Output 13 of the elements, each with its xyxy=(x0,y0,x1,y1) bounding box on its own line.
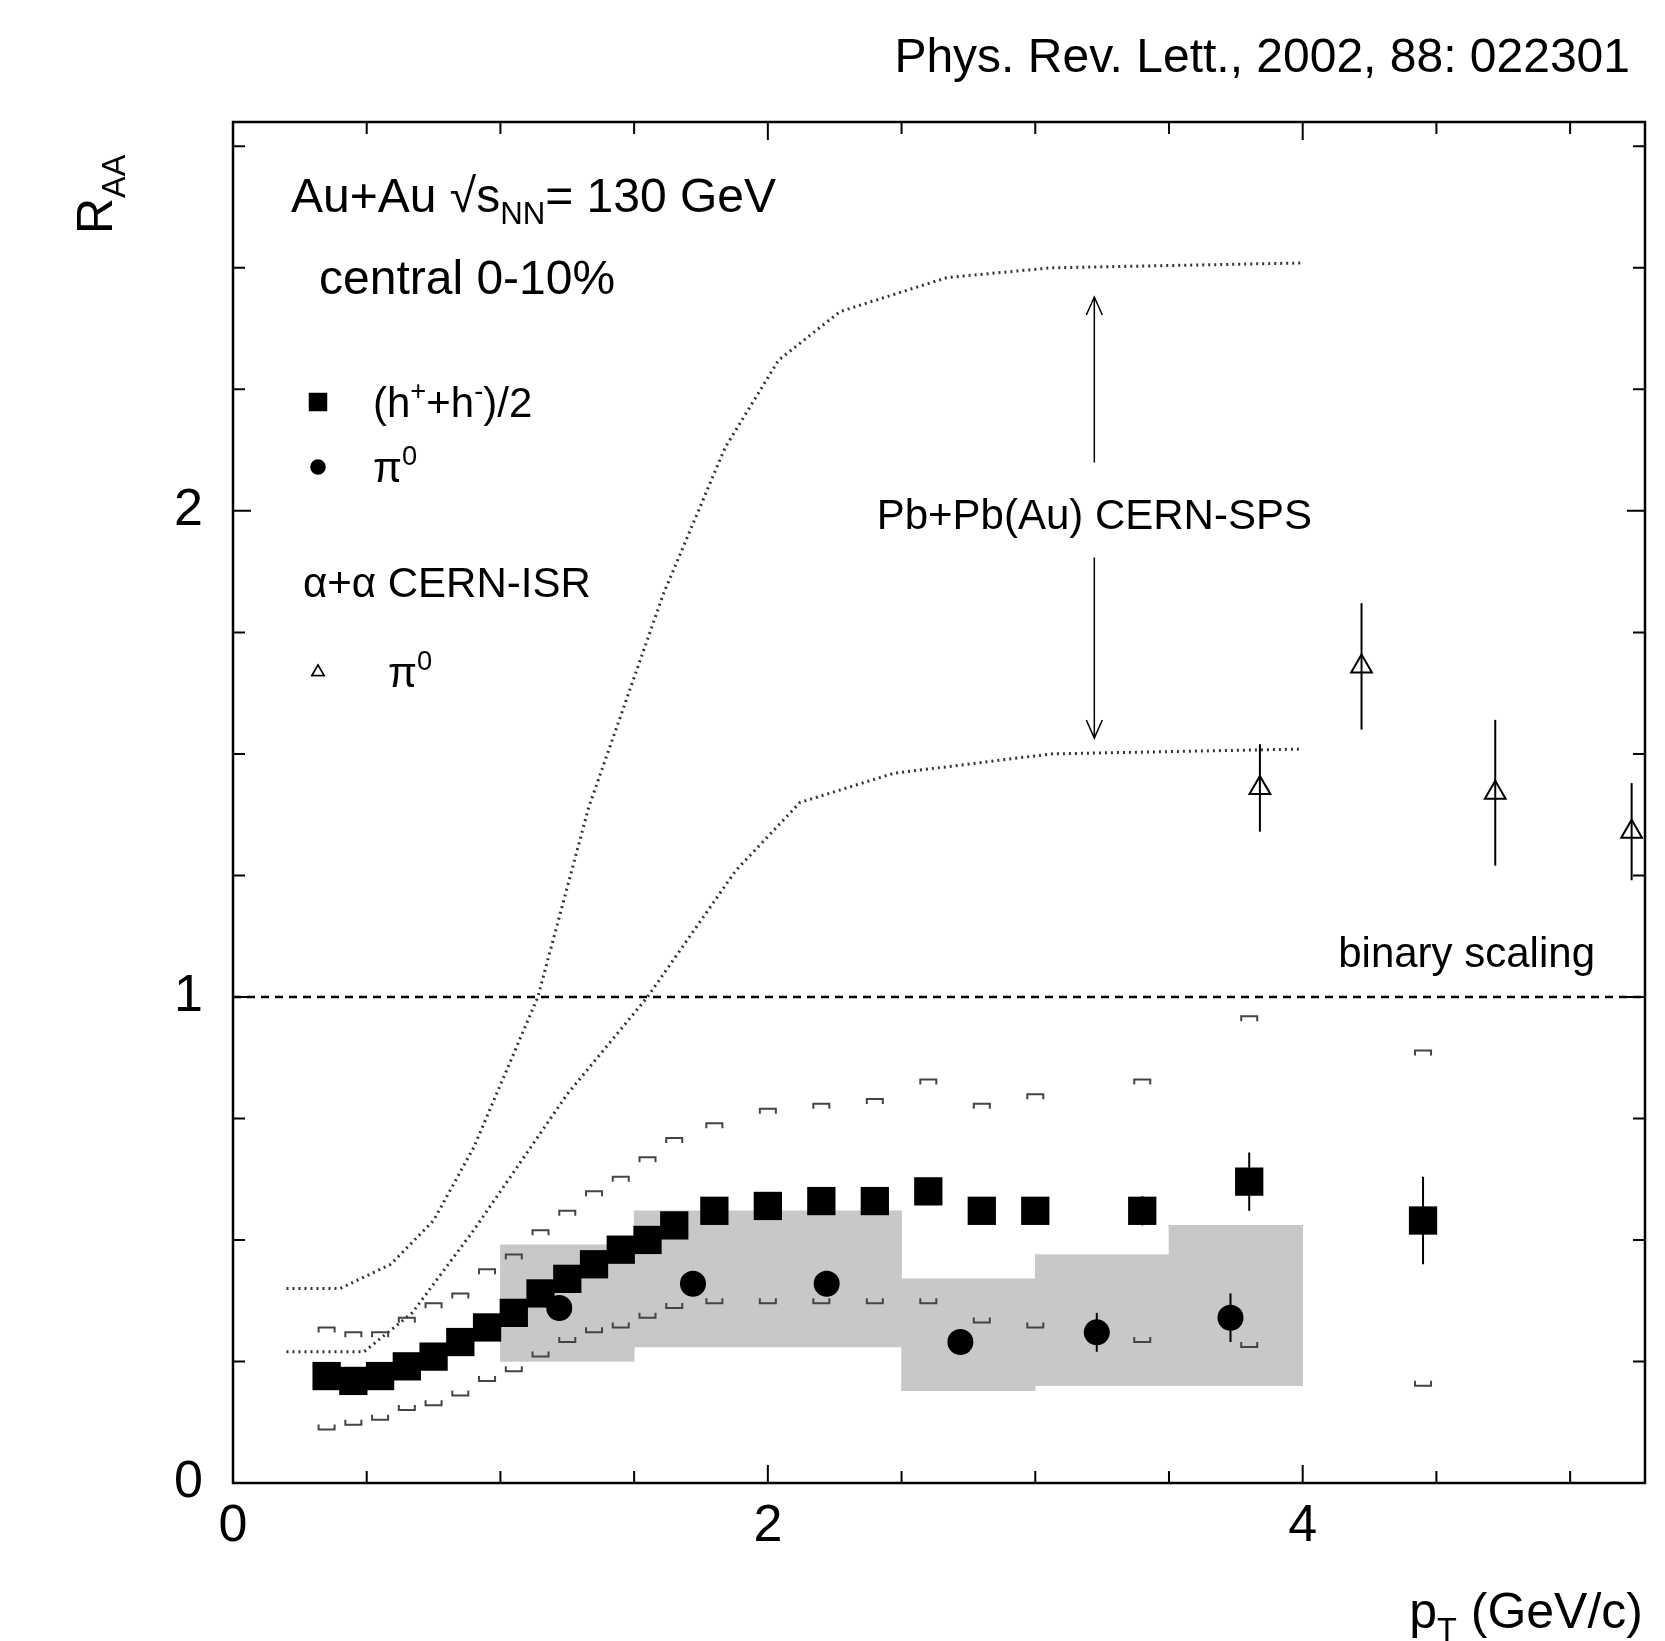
y-tick-label: 1 xyxy=(174,964,203,1023)
y-tick-label: 2 xyxy=(174,478,203,537)
annotation: α+α CERN-ISR xyxy=(303,559,591,606)
annotation: Pb+Pb(Au) CERN-SPS xyxy=(876,490,1312,538)
x-tick-label: 2 xyxy=(753,1493,783,1552)
y-axis-title: RAA xyxy=(67,154,132,234)
x-tick-label: 4 xyxy=(1288,1493,1318,1552)
annotation: central 0-10% xyxy=(319,251,616,304)
ref-line-label: binary scaling xyxy=(1338,928,1596,976)
y-tick-label: 0 xyxy=(174,1450,203,1509)
x-tick-label: 0 xyxy=(218,1493,248,1552)
legend-label: (h++h-)/2 xyxy=(373,375,533,426)
text: Phys. Rev. Lett., 2002, 88: 022301 xyxy=(894,29,1630,82)
